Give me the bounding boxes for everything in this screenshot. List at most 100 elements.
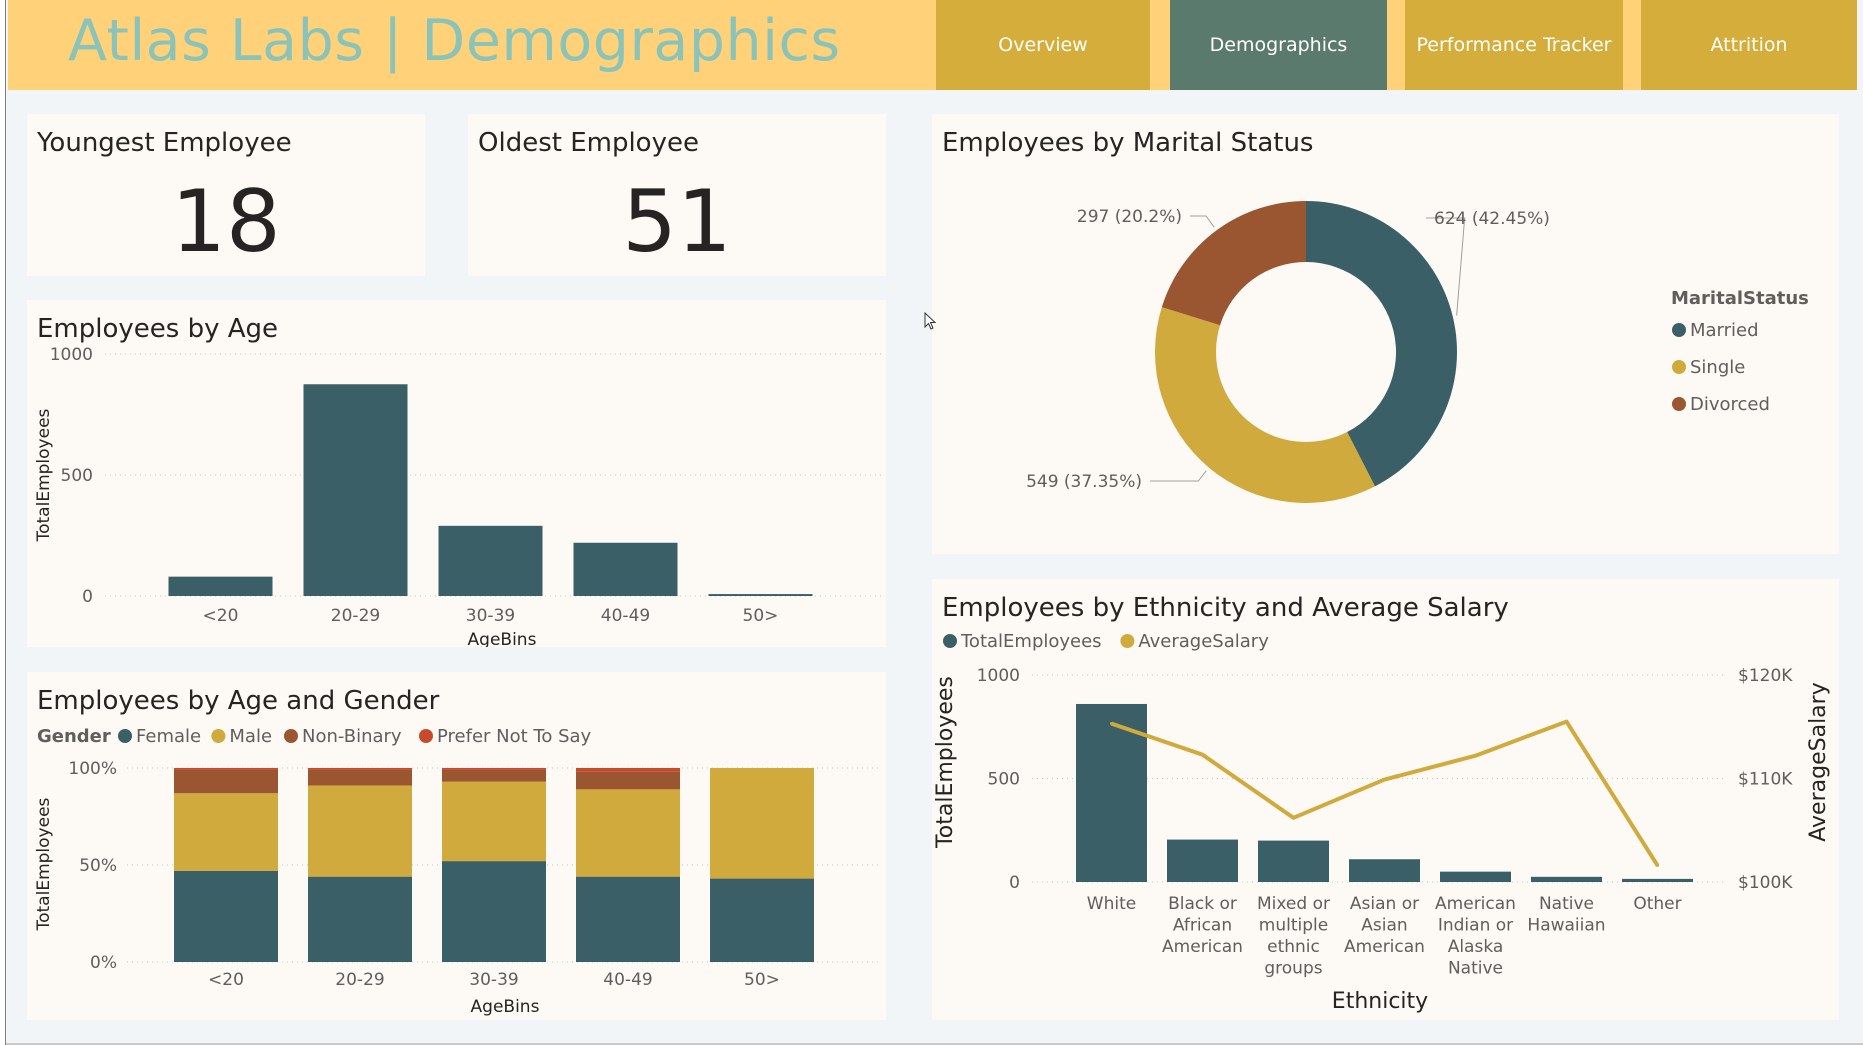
y2-tick-120k: $120K [1738, 666, 1793, 686]
window-border [5, 0, 6, 1045]
bar-female-20-29 [308, 876, 412, 962]
legend-title-gender: Gender [37, 726, 111, 747]
page-title: Atlas Labs | Demographics [68, 8, 841, 74]
x-axis-title: Ethnicity [1332, 989, 1428, 1014]
bar-male-50 [710, 768, 814, 879]
bar-non-binary-40-49 [576, 771, 680, 790]
data-label-married: 624 (42.45%) [1434, 209, 1550, 229]
bar-employees-black-or-african-american [1167, 839, 1238, 882]
y-axis-title: TotalEmployees [34, 408, 54, 542]
tab-demographics[interactable]: Demographics [1170, 0, 1387, 90]
legend-label-non-binary: Non-Binary [302, 726, 402, 747]
tab-overview[interactable]: Overview [936, 0, 1150, 90]
y-axis-title: TotalEmployees [933, 676, 958, 849]
y-tick-0: 0 [1009, 873, 1020, 893]
y-tick-1000: 1000 [977, 666, 1020, 686]
y-tick-0: 0 [82, 587, 93, 607]
y2-tick-100k: $100K [1738, 873, 1793, 893]
tab-overview-label: Overview [998, 34, 1088, 56]
tab-attrition-label: Attrition [1710, 34, 1788, 56]
legend-marker-single [1672, 360, 1686, 374]
y-tick-50: 50% [79, 856, 117, 876]
kpi-oldest-value: 51 [622, 172, 732, 272]
bar-employees-native-hawaiian [1531, 876, 1602, 882]
bar-female-30-39 [442, 861, 546, 962]
point-average-salary-2 [1292, 816, 1295, 820]
chart-card-marital[interactable]: Employees by Marital Status 624 (42.45%)… [932, 114, 1839, 554]
y2-tick-110k: $110K [1738, 770, 1793, 790]
bar-prefer-not-to-say-20 [174, 768, 278, 770]
legend-marker-averagesalary [1120, 634, 1135, 648]
data-label-divorced: 297 (20.2%) [1077, 207, 1182, 227]
tab-performance-tracker-label: Performance Tracker [1416, 34, 1612, 56]
x-tick-20: <20 [203, 606, 239, 626]
y-tick-100: 100% [68, 759, 117, 779]
bar-age-50 [708, 594, 813, 596]
tab-performance-tracker[interactable]: Performance Tracker [1405, 0, 1623, 90]
age-gender-stacked-chart: Gender Female Male Non-Binary Prefer Not To … [34, 726, 882, 1017]
legend-label-female: Female [136, 726, 201, 747]
x-tick-50: 50> [744, 970, 780, 990]
leader-line-divorced [1190, 215, 1215, 228]
data-label-single: 549 (37.35%) [1026, 472, 1142, 492]
x-tick-white: White [1087, 894, 1136, 914]
point-average-salary-0 [1110, 722, 1113, 726]
legend-marker-prefer-not-to-say [419, 729, 433, 743]
x-tick-20: <20 [208, 970, 244, 990]
legend-label-prefer-not-to-say: Prefer Not To Say [437, 726, 592, 747]
kpi-youngest-label: Youngest Employee [37, 128, 292, 158]
x-tick-40-49: 40-49 [603, 970, 652, 990]
legend-label-male: Male [229, 726, 272, 747]
bar-non-binary-20 [174, 769, 278, 794]
marital-donut-chart: 624 (42.45%) 549 (37.35%) 297 (20.2%) Marit… [1026, 201, 1809, 503]
age-bar-chart: 0 500 1000 <20 20-29 30-39 40-49 50> AgeBins Tota… [34, 345, 882, 647]
bar-employees-other [1622, 878, 1693, 882]
legend-marker-married [1672, 323, 1686, 337]
y-tick-500: 500 [988, 770, 1020, 790]
legend-title-marital: MaritalStatus [1671, 288, 1809, 309]
kpi-card-youngest[interactable]: Youngest Employee 18 [27, 114, 425, 276]
tab-demographics-label: Demographics [1209, 34, 1348, 56]
slice-divorced [1161, 201, 1306, 326]
bar-female-20 [174, 870, 278, 962]
bar-male-20 [174, 793, 278, 871]
x-tick-30-39: 30-39 [469, 970, 518, 990]
bar-prefer-not-to-say-20-29 [308, 768, 412, 770]
bar-employees-asian-or-asian-american [1349, 859, 1420, 882]
bar-non-binary-30-39 [442, 769, 546, 782]
chart-card-age[interactable]: Employees by Age 0 500 1000 <20 20-29 30-39 40… [27, 300, 886, 647]
ethnicity-combo-chart: TotalEmployees AverageSalary 0 500 1000 $100K… [933, 631, 1831, 1014]
x-tick-30-39: 30-39 [466, 606, 515, 626]
legend-marker-non-binary [284, 729, 298, 743]
kpi-card-oldest[interactable]: Oldest Employee 51 [468, 114, 886, 276]
legend-marker-female [118, 729, 132, 743]
chart-title-age: Employees by Age [37, 314, 279, 344]
legend-marker-divorced [1672, 397, 1686, 411]
x-tick-other: Other [1633, 894, 1681, 914]
bar-prefer-not-to-say-30-39 [442, 768, 546, 770]
bar-male-40-49 [576, 789, 680, 877]
window-border-bottom [6, 1043, 1863, 1045]
mouse-cursor-icon [924, 312, 937, 330]
x-tick-20-29: 20-29 [335, 970, 384, 990]
chart-card-ethnicity[interactable]: Employees by Ethnicity and Average Salar… [932, 579, 1839, 1020]
point-average-salary-5 [1565, 720, 1568, 724]
chart-title-age-gender: Employees by Age and Gender [37, 686, 440, 716]
x-tick-asian-or-asian-american: Asian or Asian American [1344, 894, 1425, 957]
legend-label-married: Married [1690, 320, 1759, 341]
tab-attrition[interactable]: Attrition [1641, 0, 1857, 90]
point-average-salary-4 [1474, 754, 1477, 758]
chart-title-marital: Employees by Marital Status [942, 128, 1314, 158]
x-tick-20-29: 20-29 [331, 606, 380, 626]
y2-axis-title: AverageSalary [1806, 682, 1831, 841]
bar-male-20-29 [308, 785, 412, 877]
chart-card-age-gender[interactable]: Employees by Age and Gender Gender Female… [27, 672, 886, 1020]
bar-female-50 [710, 878, 814, 962]
chart-title-ethnicity: Employees by Ethnicity and Average Salar… [942, 593, 1509, 623]
x-tick-mixed-or-multiple-ethnic-groups: Mixed or multiple ethnic groups [1257, 894, 1330, 979]
bar-female-40-49 [576, 876, 680, 962]
bar-age-20 [168, 576, 273, 596]
x-axis-title: AgeBins [471, 997, 540, 1017]
y-tick-1000: 1000 [50, 345, 93, 365]
point-average-salary-3 [1383, 778, 1386, 782]
